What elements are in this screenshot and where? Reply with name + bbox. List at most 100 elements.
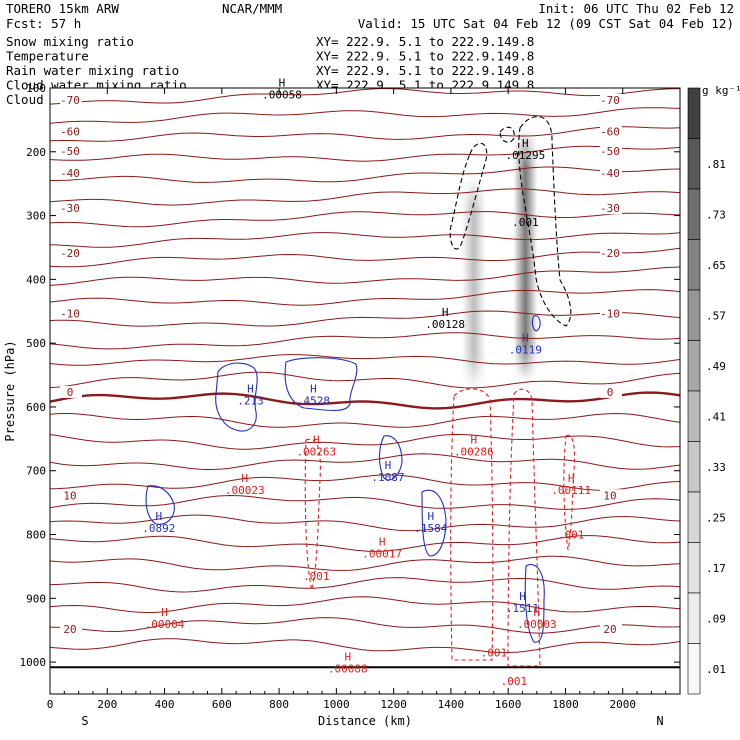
rain-water-contour — [304, 438, 321, 591]
x-tick-label: 1400 — [438, 698, 465, 711]
isotherm-label-bg — [60, 307, 82, 320]
extremum-marker: H — [442, 306, 449, 319]
isotherm-label: -40 — [600, 167, 620, 180]
colorbar-units: g kg⁻¹ — [702, 84, 740, 97]
header: TORERO 15km ARW NCAR/MMM Init: 06 UTC Th… — [6, 1, 734, 31]
extremum-marker: H — [310, 383, 317, 396]
temperature-isotherm — [49, 87, 680, 105]
isotherm-label: -20 — [60, 247, 80, 260]
isotherm-label: -10 — [600, 307, 620, 320]
north-label: N — [656, 714, 663, 728]
extrema-labels: H.00058H.01295.001H.00128H.0119H.213H.45… — [142, 76, 591, 688]
valid-time: Valid: 15 UTC Sat 04 Feb 12 (09 CST Sat … — [358, 16, 734, 31]
cloud-ice-contour — [449, 142, 488, 250]
field-xy: XY= 222.9. 5.1 to 222.9.149.8 — [316, 63, 534, 78]
y-tick-label: 800 — [26, 529, 46, 542]
extremum-marker: H — [519, 590, 526, 603]
x-tick-label: 1600 — [495, 698, 522, 711]
x-tick-label: 2000 — [609, 698, 636, 711]
x-tick-label: 800 — [269, 698, 289, 711]
y-tick-label: 700 — [26, 465, 46, 478]
isotherm-label-bg — [60, 246, 82, 259]
extremum-value: .00017 — [362, 548, 402, 561]
temperature-isotherm — [49, 535, 681, 552]
y-tick-label: 100 — [26, 82, 46, 95]
temperature-isotherm — [49, 617, 681, 634]
rain-water-contour — [563, 434, 576, 551]
isotherm-label-bg — [60, 125, 82, 138]
colorbar-segment — [687, 592, 701, 644]
field-xy: XY= 222.9. 5.1 to 222.9.149.8 — [316, 49, 534, 64]
isotherm-label-bg — [60, 144, 82, 157]
init-time: Init: 06 UTC Thu 02 Feb 12 — [538, 1, 734, 16]
extremum-value: .00286 — [454, 446, 494, 459]
temperature-isotherm — [49, 332, 681, 350]
isotherm-label: -30 — [600, 202, 620, 215]
extremum-value: .00004 — [145, 618, 185, 631]
temperature-isotherm — [49, 310, 681, 327]
extremum-value: .00111 — [551, 484, 591, 497]
extremum-value: .001 — [303, 570, 330, 583]
isotherm-label-bg — [600, 167, 622, 180]
isotherm-label-bg — [60, 623, 82, 636]
isotherm-label-bg — [600, 489, 622, 502]
colorbar-segment — [687, 441, 701, 493]
extremum-value: .1087 — [371, 471, 404, 484]
colorbar-level: .65 — [706, 259, 726, 272]
extremum-value: .001 — [512, 216, 539, 229]
temperature-isotherm — [49, 577, 681, 593]
colorbar-segment — [687, 643, 701, 695]
cloud-ice-contour — [518, 116, 572, 327]
mixing-ratio-contours — [145, 116, 576, 667]
isotherm-label-bg — [600, 307, 622, 320]
extremum-marker: H — [522, 332, 529, 345]
isotherm-label-bg — [60, 93, 82, 106]
extremum-value: .0892 — [142, 522, 175, 535]
temperature-isotherm — [49, 354, 681, 366]
rain-water-contour — [507, 388, 541, 667]
extremum-marker: H — [247, 383, 254, 396]
y-tick-label: 400 — [26, 273, 46, 286]
temperature-isotherm — [49, 289, 681, 306]
temperature-isotherm — [49, 188, 681, 206]
isotherm-label-bg — [600, 125, 622, 138]
colorbar-segment — [687, 188, 701, 240]
isotherm-label: 20 — [63, 623, 76, 636]
temperature-isotherm — [49, 596, 681, 613]
isotherm-label: -30 — [60, 202, 80, 215]
cloud-water-contour — [421, 489, 447, 557]
extremum-value: .1511 — [506, 602, 539, 615]
extremum-marker: H — [385, 459, 392, 472]
cloud-water-contour — [378, 435, 403, 481]
isotherm-label: -70 — [600, 94, 620, 107]
field-name: Snow mixing ratio — [6, 34, 134, 49]
extremum-value: .00263 — [296, 446, 336, 459]
temperature-isotherm — [49, 514, 681, 532]
colorbar-level: .81 — [706, 158, 726, 171]
field-name: Rain water mixing ratio — [6, 63, 179, 78]
extremum-marker: H — [568, 472, 575, 485]
extremum-value: .001 — [558, 529, 585, 542]
center-name: NCAR/MMM — [222, 1, 282, 16]
temperature-isotherm — [49, 638, 681, 654]
extremum-marker: H — [471, 434, 478, 447]
colorbar-segment — [687, 542, 701, 594]
extremum-value: .00058 — [262, 88, 302, 101]
extremum-value: .00128 — [425, 318, 465, 331]
extremum-marker: H — [241, 472, 248, 485]
extremum-value: .01295 — [505, 149, 545, 162]
y-tick-label: 200 — [26, 146, 46, 159]
colorbar-segment — [687, 87, 701, 139]
colorbar-segment — [687, 340, 701, 392]
temperature-isotherm — [50, 166, 681, 183]
colorbar-segment — [687, 138, 701, 190]
extremum-marker: H — [156, 510, 163, 523]
isotherm-label-bg — [600, 385, 622, 398]
temperature-isotherm — [49, 391, 681, 410]
colorbar-level: .17 — [706, 562, 726, 575]
extremum-marker: H — [279, 76, 286, 89]
colorbar-level: .57 — [706, 309, 726, 322]
isotherm-label-bg — [60, 385, 82, 398]
